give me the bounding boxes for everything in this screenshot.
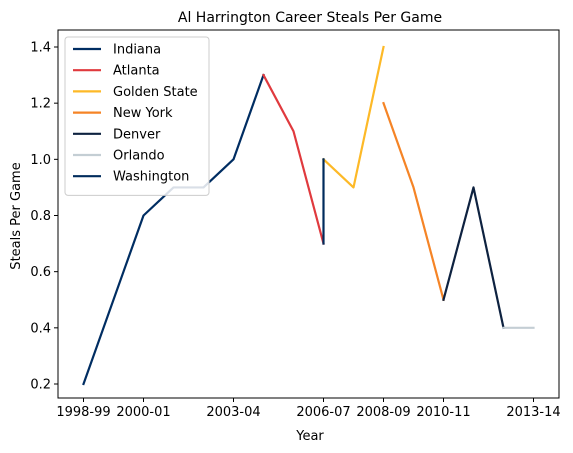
plot-frame [57,29,560,399]
x-tick-label: 2010-11 [416,405,470,420]
series-line-golden-state [321,45,385,189]
y-tick-label: 1.2 [30,97,51,112]
y-axis-label: Steals Per Game [9,162,24,269]
x-tick-label: 2003-04 [206,405,260,420]
x-axis-label: Year [295,429,324,444]
chart-title: Al Harrington Career Steals Per Game [178,10,442,26]
legend-label-washington: Washington [113,170,189,185]
legend-label-new-york: New York [113,106,173,121]
y-tick-label: 0.8 [30,209,51,224]
y-tick-label: 0.4 [30,321,51,336]
x-tick-label: 2013-14 [506,405,560,420]
legend-label-indiana: Indiana [113,43,161,58]
y-tick-label: 1.0 [30,153,51,168]
legend: Indiana Atlanta Golden State New York Denver… [64,36,210,196]
y-tick-label: 0.2 [30,378,51,393]
x-tick-label: 2006-07 [296,405,350,420]
x-tick-label: 2008-09 [356,405,410,420]
series-line-atlanta [262,73,325,245]
y-axis-ticks: 0.2 0.4 0.6 0.8 1.0 1.2 1.4 [30,41,58,393]
legend-label-denver: Denver [113,127,161,142]
series-line-denver [442,186,505,330]
y-tick-label: 0.6 [30,265,51,280]
legend-label-orlando: Orlando [113,149,165,164]
series-line-new-york [382,101,445,302]
x-tick-label: 2000-01 [116,405,170,420]
x-axis-ticks: 1998-99 2000-01 2003-04 2006-07 2008-09 2010-… [56,398,561,420]
y-tick-label: 1.4 [30,41,51,56]
x-tick-label: 1998-99 [56,405,110,420]
legend-label-golden-state: Golden State [113,85,198,100]
legend-label-atlanta: Atlanta [113,64,160,79]
